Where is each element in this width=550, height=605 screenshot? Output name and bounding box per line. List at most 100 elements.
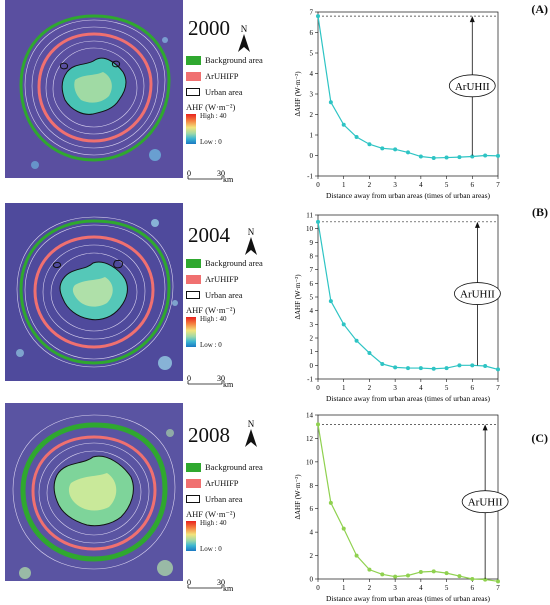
y-tick-label: 10 bbox=[306, 458, 314, 466]
x-tick-label: 1 bbox=[342, 384, 346, 392]
compass-label: N bbox=[241, 24, 248, 34]
data-point bbox=[483, 364, 488, 369]
x-tick-label: 5 bbox=[445, 181, 449, 189]
scale-unit: km bbox=[223, 584, 234, 593]
ahf-map-2000 bbox=[5, 0, 183, 178]
ahf-colorbar-title: AHF (W·m⁻²) bbox=[186, 102, 236, 112]
y-tick-label: 3 bbox=[310, 91, 314, 99]
data-point bbox=[418, 569, 423, 574]
y-tick-label: 6 bbox=[310, 280, 314, 288]
urban-area-swatch bbox=[186, 495, 200, 503]
data-point bbox=[406, 150, 410, 155]
legend-urban-area: Urban area bbox=[205, 87, 243, 97]
data-point bbox=[341, 526, 346, 531]
arrow-head bbox=[469, 16, 475, 23]
x-tick-label: 4 bbox=[419, 181, 423, 189]
data-point bbox=[393, 147, 398, 152]
ruhifp-swatch bbox=[186, 72, 201, 81]
data-point bbox=[470, 363, 475, 368]
urban-area-swatch bbox=[186, 88, 200, 96]
annotation-label: ArUHII bbox=[468, 497, 503, 509]
x-tick-label: 7 bbox=[496, 384, 500, 392]
y-tick-label: 14 bbox=[306, 412, 314, 420]
annotation-label: ArUHII bbox=[460, 289, 495, 301]
x-tick-label: 3 bbox=[393, 384, 397, 392]
y-axis-label: ΔAHF (W·m⁻²) bbox=[294, 274, 302, 320]
x-axis-label: Distance away from urban areas (times of… bbox=[326, 191, 491, 200]
compass-label: N bbox=[248, 419, 255, 429]
ahf-colorbar bbox=[186, 317, 196, 347]
x-tick-label: 0 bbox=[316, 384, 320, 392]
colorbar-high-label: High : 40 bbox=[200, 315, 227, 323]
year-label: 2004 bbox=[188, 223, 230, 247]
colorbar-high-label: High : 40 bbox=[200, 519, 227, 527]
x-tick-label: 2 bbox=[368, 181, 372, 189]
panel-b: 2004 N Background area ArUHIFP Urban are… bbox=[0, 203, 550, 403]
y-tick-label: 5 bbox=[310, 50, 314, 58]
data-point bbox=[316, 219, 320, 224]
data-point bbox=[457, 574, 462, 579]
urban-area-swatch bbox=[186, 291, 200, 299]
y-tick-label: 2 bbox=[310, 111, 314, 119]
legend-urban-area: Urban area bbox=[205, 494, 243, 504]
panel-label: (B) bbox=[532, 205, 548, 219]
annotation-ellipse bbox=[461, 490, 509, 514]
scale-zero: 0 bbox=[187, 578, 191, 587]
x-tick-label: 6 bbox=[471, 384, 475, 392]
data-point bbox=[367, 142, 372, 147]
legend-ruhifp: ArUHIFP bbox=[205, 71, 239, 81]
y-tick-label: 6 bbox=[310, 505, 314, 513]
annotation-ellipse bbox=[454, 282, 501, 305]
y-tick-label: 11 bbox=[306, 212, 313, 220]
ruhifp-swatch bbox=[186, 275, 201, 284]
data-point bbox=[328, 500, 333, 505]
scale-bar: 0 30 km bbox=[187, 578, 234, 593]
data-point bbox=[406, 573, 410, 578]
data-point bbox=[367, 351, 372, 356]
data-point bbox=[328, 100, 333, 105]
y-tick-label: 7 bbox=[310, 266, 314, 274]
colorbar-low-label: Low : 0 bbox=[200, 341, 222, 349]
y-axis-label: ΔAHF (W·m⁻²) bbox=[294, 71, 302, 117]
y-tick-label: 1 bbox=[310, 348, 314, 356]
data-point bbox=[470, 577, 475, 581]
scale-bar: 0 30 km bbox=[187, 374, 234, 389]
data-point bbox=[457, 363, 462, 368]
data-point bbox=[354, 135, 359, 140]
data-point bbox=[393, 574, 398, 579]
data-point bbox=[316, 14, 320, 19]
data-point bbox=[380, 146, 385, 151]
y-tick-label: 1 bbox=[310, 132, 314, 140]
data-point bbox=[431, 569, 436, 574]
data-point bbox=[444, 155, 449, 160]
x-tick-label: 5 bbox=[445, 384, 449, 392]
north-arrow-icon: N bbox=[245, 227, 257, 255]
north-arrow-icon: N bbox=[245, 419, 257, 447]
y-tick-label: 3 bbox=[310, 321, 314, 329]
ahf-colorbar bbox=[186, 114, 196, 144]
data-point bbox=[496, 153, 500, 158]
scale-unit: km bbox=[223, 380, 234, 389]
x-axis-label: Distance away from urban areas (times of… bbox=[326, 594, 491, 603]
x-tick-label: 2 bbox=[368, 584, 372, 592]
y-tick-label: 4 bbox=[310, 70, 314, 78]
x-tick-label: 6 bbox=[471, 181, 475, 189]
data-point bbox=[380, 361, 385, 366]
y-tick-label: 12 bbox=[306, 435, 314, 443]
x-tick-label: 5 bbox=[445, 584, 449, 592]
ahf-colorbar bbox=[186, 521, 196, 551]
x-tick-label: 6 bbox=[471, 584, 475, 592]
data-point bbox=[380, 572, 385, 577]
data-point bbox=[367, 567, 372, 572]
data-point bbox=[431, 366, 436, 371]
legend-background-area: Background area bbox=[205, 258, 263, 268]
y-tick-label: 0 bbox=[310, 362, 314, 370]
x-tick-label: 4 bbox=[419, 384, 423, 392]
data-point bbox=[457, 155, 462, 160]
data-point bbox=[496, 579, 500, 584]
colorbar-low-label: Low : 0 bbox=[200, 138, 222, 146]
scale-thirty: 30 bbox=[217, 374, 225, 383]
ahf-colorbar-title: AHF (W·m⁻²) bbox=[186, 509, 236, 519]
data-point bbox=[431, 155, 436, 160]
